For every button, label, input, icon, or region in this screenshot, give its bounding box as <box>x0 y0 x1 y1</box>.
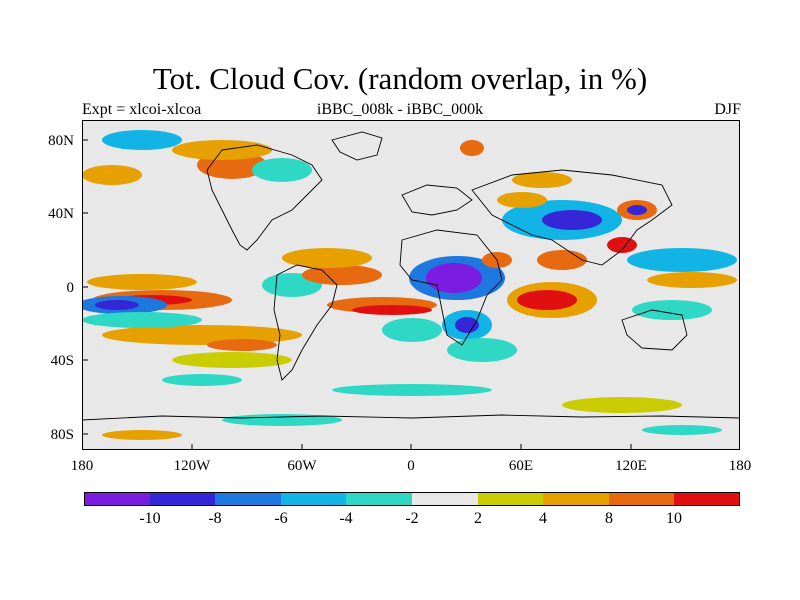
africa-coast <box>399 229 503 346</box>
south-america-coast <box>273 264 338 381</box>
field-negative <box>627 248 737 272</box>
lat-label-80s: 80S <box>50 427 74 443</box>
field-positive-strong <box>607 237 637 253</box>
field-positive <box>102 430 182 440</box>
colorbar-box-3 <box>215 492 281 506</box>
australia-coast <box>621 309 688 351</box>
colorbar-box-6 <box>412 492 478 506</box>
colorbar-box-5 <box>346 492 412 506</box>
field-negative-strong <box>627 205 647 215</box>
coastlines <box>82 131 740 421</box>
field-positive <box>512 172 572 188</box>
field-negative <box>252 158 312 182</box>
colorbar-label-8: 8 <box>605 510 613 527</box>
field-negative-strong <box>95 300 139 310</box>
field-positive <box>282 248 372 268</box>
colorbar-frame <box>84 492 740 506</box>
field-negative <box>162 374 242 386</box>
north-america-coast <box>206 144 323 251</box>
field-negative-strong <box>426 263 482 293</box>
field-positive <box>82 165 142 185</box>
field-positive <box>647 272 737 288</box>
colorbar-label-4: 4 <box>539 510 547 527</box>
map-title: Tot. Cloud Cov. (random overlap, in %) <box>152 61 648 96</box>
colorbar-box-10 <box>674 492 740 506</box>
asia-coast <box>471 169 673 266</box>
field-negative-strong <box>455 317 479 333</box>
colorbar-label-neg8: -8 <box>208 510 222 527</box>
field-negative-strong <box>542 210 602 230</box>
europe-coast <box>401 184 473 216</box>
field-negative <box>102 130 182 150</box>
field-positive-strong <box>517 290 577 310</box>
colorbar-label-neg10: -10 <box>139 510 161 527</box>
lon-label-180e: 180 <box>728 458 752 474</box>
field-positive <box>497 192 547 208</box>
field-positive <box>207 339 277 351</box>
lon-label-60e: 60E <box>508 458 534 474</box>
lat-label-40s: 40S <box>50 353 74 369</box>
cloud-cover-map <box>82 120 740 450</box>
field-positive <box>537 250 587 270</box>
colorbar-box-9 <box>609 492 674 506</box>
colorbar-label-neg4: -4 <box>339 510 353 527</box>
comparison-label: iBBC_008k - iBBC_000k <box>316 101 484 118</box>
colorbar-label-neg2: -2 <box>405 510 419 527</box>
field-positive <box>172 352 292 368</box>
colorbar-box-4 <box>281 492 346 506</box>
colorbar-box-1 <box>84 492 150 506</box>
colorbar-box-2 <box>150 492 215 506</box>
colorbar-label-10: 10 <box>666 510 682 527</box>
greenland-coast <box>331 131 383 161</box>
season-label: DJF <box>714 101 741 118</box>
field-positive-strong <box>352 305 432 315</box>
colorbar-label-2: 2 <box>474 510 482 527</box>
field-negative <box>222 414 342 426</box>
lon-label-180w: 180 <box>70 458 94 474</box>
lon-label-0: 0 <box>407 458 415 474</box>
lat-label-40n: 40N <box>48 206 74 222</box>
field-negative <box>82 312 202 328</box>
lon-label-120e: 120E <box>615 458 647 474</box>
field-positive <box>87 274 197 290</box>
field-positive <box>460 140 484 156</box>
lon-label-60w: 60W <box>287 458 317 474</box>
field-negative <box>382 318 442 342</box>
map-ticks <box>82 139 632 450</box>
colorbar-box-8 <box>543 492 609 506</box>
field-negative <box>447 338 517 362</box>
colorbar <box>84 492 740 506</box>
lat-label-0: 0 <box>66 280 75 296</box>
antarctica-coast <box>82 414 740 421</box>
anomaly-fields <box>82 130 737 440</box>
experiment-label: Expt = xlcoi-xlcoa <box>82 101 202 118</box>
lon-label-120w: 120W <box>173 458 211 474</box>
field-negative <box>632 300 712 320</box>
field-negative <box>332 384 492 396</box>
colorbar-label-neg6: -6 <box>274 510 288 527</box>
field-negative <box>642 425 722 435</box>
field-positive <box>562 397 682 413</box>
colorbar-box-7 <box>478 492 543 506</box>
lat-label-80n: 80N <box>48 133 74 149</box>
